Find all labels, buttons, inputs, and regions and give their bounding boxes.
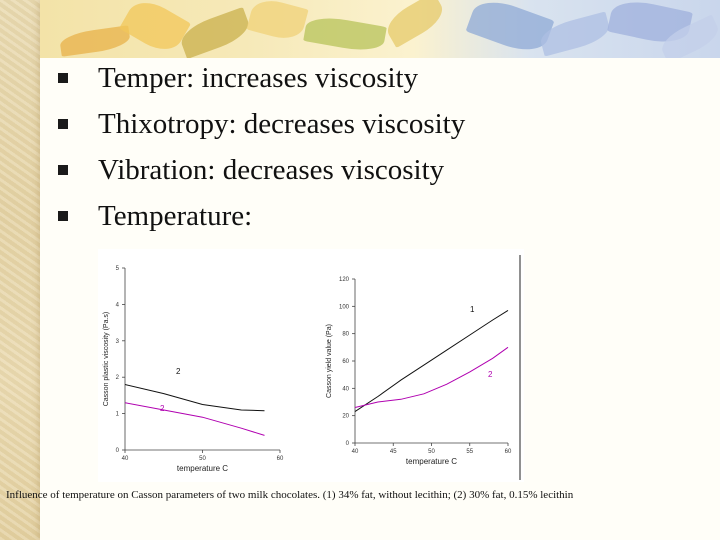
- x-tick-label: 60: [505, 449, 512, 455]
- y-tick-label: 2: [116, 375, 120, 381]
- bullet-text: Temperature:: [98, 200, 253, 232]
- y-tick-label: 100: [339, 304, 350, 310]
- y-axis-label: Casson yield value (Pa): [326, 324, 333, 398]
- series-label: 2: [160, 404, 165, 413]
- x-axis-label: temperature C: [177, 464, 228, 473]
- series-label: 1: [470, 305, 475, 314]
- bullet-square-icon: [58, 165, 68, 175]
- bullet-square-icon: [58, 73, 68, 83]
- series-line: [124, 384, 265, 412]
- y-tick-label: 5: [116, 266, 120, 272]
- x-tick-label: 55: [466, 449, 473, 455]
- bullet-text: Temper: increases viscosity: [98, 62, 419, 94]
- y-tick-label: 120: [339, 277, 350, 283]
- x-tick-label: 45: [390, 449, 397, 455]
- y-tick-label: 1: [116, 412, 120, 418]
- x-tick-label: 40: [352, 449, 359, 455]
- bullet-text: Thixotropy: decreases viscosity: [98, 108, 466, 140]
- y-axis-label: Casson plastic viscosity (Pa.s): [103, 312, 110, 407]
- series-line: [354, 309, 509, 413]
- y-tick-label: 0: [116, 448, 120, 454]
- x-tick-label: 50: [199, 456, 206, 462]
- y-tick-label: 60: [342, 359, 349, 365]
- x-tick-label: 60: [277, 456, 284, 462]
- decorative-leaf-banner: [40, 0, 720, 58]
- series-line: [124, 402, 265, 436]
- chart-figure: 40 50 60 0 1 2 3 4 5 temperature C Casson plastic …: [98, 249, 524, 482]
- series-label: 2: [488, 370, 493, 379]
- y-tick-label: 80: [342, 332, 349, 338]
- bullet-text: Vibration: decreases viscosity: [98, 154, 445, 186]
- x-tick-label: 40: [122, 456, 129, 462]
- figure-caption: Influence of temperature on Casson param…: [6, 489, 574, 501]
- series-line: [354, 346, 509, 408]
- x-tick-label: 50: [428, 449, 435, 455]
- y-tick-label: 40: [342, 386, 349, 392]
- y-tick-label: 20: [342, 414, 349, 420]
- bullet-square-icon: [58, 211, 68, 221]
- bullet-square-icon: [58, 119, 68, 129]
- y-tick-label: 4: [116, 302, 120, 308]
- y-tick-label: 3: [116, 339, 120, 345]
- x-axis-label: temperature C: [406, 457, 457, 466]
- series-label: 2: [176, 367, 181, 376]
- y-tick-label: 0: [346, 441, 350, 447]
